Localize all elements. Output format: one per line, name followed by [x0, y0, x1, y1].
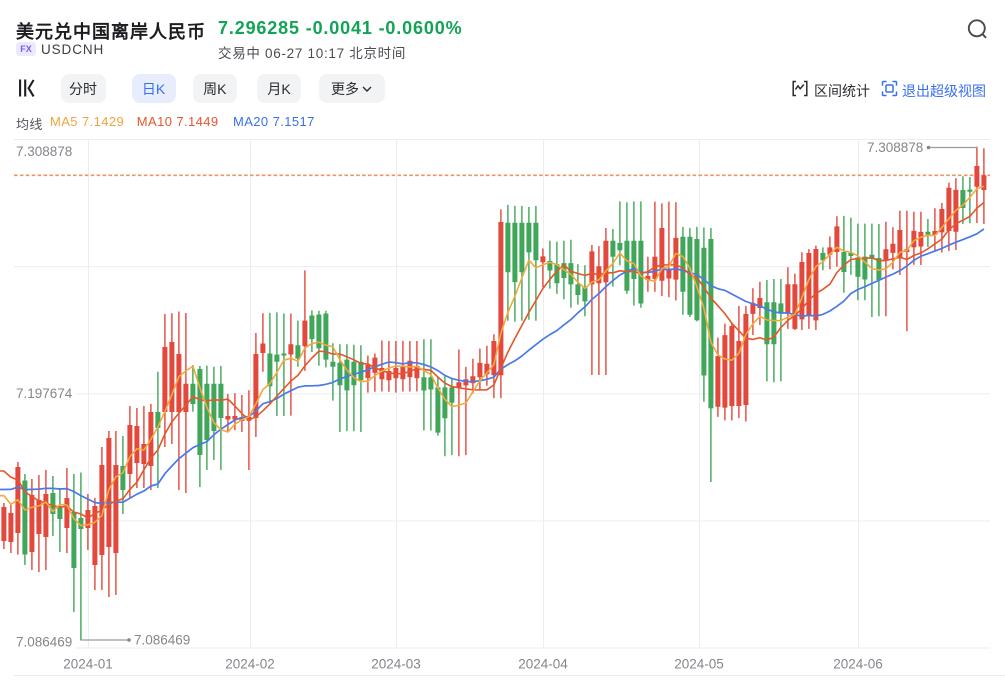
svg-text:2024-02: 2024-02 [225, 657, 275, 672]
svg-text:2024-03: 2024-03 [371, 657, 421, 672]
svg-text:7.197674: 7.197674 [16, 386, 73, 401]
svg-text:2024-06: 2024-06 [833, 657, 883, 672]
svg-text:7.086469: 7.086469 [16, 635, 72, 650]
svg-text:7.308878: 7.308878 [16, 144, 72, 159]
svg-text:2024-01: 2024-01 [63, 657, 113, 672]
svg-text:2024-05: 2024-05 [674, 657, 724, 672]
svg-text:7.308878: 7.308878 [867, 140, 923, 155]
svg-text:7.086469: 7.086469 [134, 633, 190, 648]
svg-text:2024-04: 2024-04 [518, 657, 568, 672]
